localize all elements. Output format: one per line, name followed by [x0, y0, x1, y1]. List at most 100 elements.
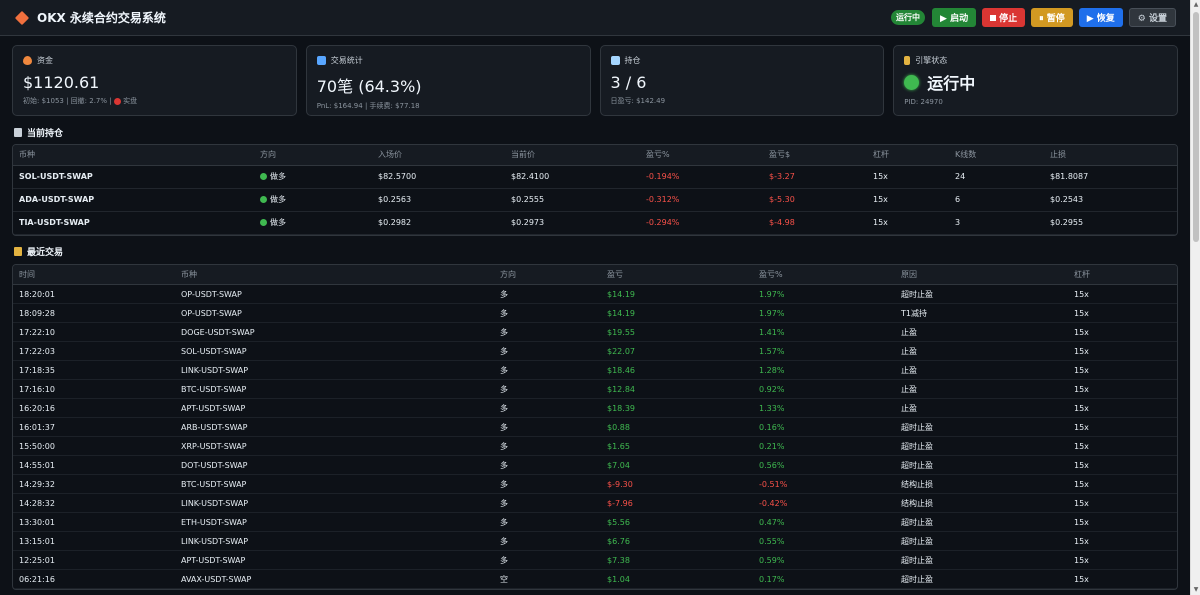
page-scrollbar[interactable]: ▲ ▼ — [1190, 0, 1200, 595]
funds-label-text: 资金 — [37, 56, 53, 65]
long-side: 做多 — [260, 194, 286, 205]
trade-cell-symbol: LINK-USDT-SWAP — [175, 360, 494, 380]
trade-cell-reason: 止盈 — [895, 398, 1068, 418]
pause-button[interactable]: ⏸ 暂停 — [1031, 8, 1073, 27]
trade-row[interactable]: 14:28:32 LINK-USDT-SWAP 多 $-7.96 -0.42% 结构止损 1… — [13, 493, 1177, 513]
trade-cell-pnl: $7.38 — [601, 550, 753, 570]
trade-row[interactable]: 17:16:10 BTC-USDT-SWAP 多 $12.84 0.92% 止盈 15x — [13, 379, 1177, 399]
position-cell-bars: 6 — [949, 188, 1044, 212]
trades-col-header: 盈亏 — [601, 264, 753, 285]
trades-table: 时间 币种 方向 盈亏 盈亏% 原因 杠杆 18:20:01 OP-USDT-SWAP 多 $14… — [13, 264, 1177, 589]
position-row[interactable]: ADA-USDT-SWAP 做多 $0.2563 $0.2555 -0.312% $-5.… — [13, 188, 1177, 212]
trade-row[interactable]: 18:20:01 OP-USDT-SWAP 多 $14.19 1.97% 超时止盈 15x — [13, 284, 1177, 304]
trade-cell-side: 多 — [494, 512, 601, 532]
trade-cell-time: 18:09:28 — [13, 303, 175, 323]
trade-cell-pct: 1.97% — [753, 284, 895, 304]
position-cell-pnl_pct: -0.312% — [640, 188, 763, 212]
trade-cell-lev: 15x — [1068, 379, 1177, 399]
trade-row[interactable]: 17:18:35 LINK-USDT-SWAP 多 $18.46 1.28% 止盈 15x — [13, 360, 1177, 380]
trade-cell-symbol: OP-USDT-SWAP — [175, 284, 494, 304]
trade-cell-pct: -0.42% — [753, 493, 895, 513]
funds-sub: 初始: $1053 | 回撤: 2.7% | 实盘 — [23, 96, 286, 106]
long-side: 做多 — [260, 217, 286, 228]
trade-cell-pnl: $18.39 — [601, 398, 753, 418]
trade-row[interactable]: 06:21:16 AVAX-USDT-SWAP 空 $1.04 0.17% 超时止盈 15x — [13, 569, 1177, 589]
position-cell-side: 做多 — [254, 165, 372, 189]
positions-col-header: 币种 — [13, 145, 254, 166]
trade-cell-pct: 0.55% — [753, 531, 895, 551]
trade-cell-symbol: APT-USDT-SWAP — [175, 550, 494, 570]
trade-row[interactable]: 18:09:28 OP-USDT-SWAP 多 $14.19 1.97% T1减持 15x — [13, 303, 1177, 323]
scroll-up-icon[interactable]: ▲ — [1193, 1, 1199, 8]
position-cell-symbol: SOL-USDT-SWAP — [13, 165, 254, 189]
trade-row[interactable]: 13:30:01 ETH-USDT-SWAP 多 $5.56 0.47% 超时止盈 15x — [13, 512, 1177, 532]
trades-header-row: 时间 币种 方向 盈亏 盈亏% 原因 杠杆 — [13, 264, 1177, 285]
trade-cell-pct: 1.97% — [753, 303, 895, 323]
green-dot-icon — [260, 173, 267, 180]
clipboard-icon — [14, 127, 22, 137]
position-cell-entry: $0.2563 — [372, 188, 505, 212]
position-cell-lev: 15x — [867, 211, 949, 235]
engine-pid: PID: 24970 — [904, 98, 943, 106]
funds-sub-text: 初始: $1053 | 回撤: 2.7% | — [23, 97, 114, 105]
funds-card-label: 资金 — [23, 55, 286, 66]
trade-cell-time: 14:29:32 — [13, 474, 175, 494]
trade-cell-side: 空 — [494, 569, 601, 589]
trade-cell-lev: 15x — [1068, 303, 1177, 323]
trade-row[interactable]: 15:50:00 XRP-USDT-SWAP 多 $1.65 0.21% 超时止盈 15x — [13, 436, 1177, 456]
trade-row[interactable]: 14:29:32 BTC-USDT-SWAP 多 $-9.30 -0.51% 结构止损 15… — [13, 474, 1177, 494]
trade-cell-side: 多 — [494, 360, 601, 380]
positions-col-header: 盈亏$ — [763, 145, 867, 166]
position-row[interactable]: SOL-USDT-SWAP 做多 $82.5700 $82.4100 -0.194% $-… — [13, 165, 1177, 189]
trades-col-header: 盈亏% — [753, 264, 895, 285]
trade-row[interactable]: 16:20:16 APT-USDT-SWAP 多 $18.39 1.33% 止盈 15x — [13, 398, 1177, 418]
trades-col-header: 币种 — [175, 264, 494, 285]
trade-row[interactable]: 17:22:03 SOL-USDT-SWAP 多 $22.07 1.57% 止盈 15x — [13, 341, 1177, 361]
trade-cell-pct: 0.92% — [753, 379, 895, 399]
engine-card-label: 引擎状态 — [904, 55, 1167, 66]
positions-title-text: 当前持仓 — [27, 128, 64, 139]
positions-col-header: 当前价 — [505, 145, 640, 166]
trade-row[interactable]: 14:55:01 DOT-USDT-SWAP 多 $7.04 0.56% 超时止盈 15x — [13, 455, 1177, 475]
trade-row[interactable]: 13:15:01 LINK-USDT-SWAP 多 $6.76 0.55% 超时止盈 15x — [13, 531, 1177, 551]
positions-col-header: 入场价 — [372, 145, 505, 166]
stop-button[interactable]: 停止 — [982, 8, 1026, 27]
start-button[interactable]: ▶ 启动 — [932, 8, 977, 27]
position-cell-lev: 15x — [867, 165, 949, 189]
position-cell-bars: 3 — [949, 211, 1044, 235]
scroll-down-icon[interactable]: ▼ — [1193, 586, 1199, 593]
trade-cell-time: 12:25:01 — [13, 550, 175, 570]
positions-col-header: 杠杆 — [867, 145, 949, 166]
trade-cell-pct: 0.16% — [753, 417, 895, 437]
trade-row[interactable]: 12:25:01 APT-USDT-SWAP 多 $7.38 0.59% 超时止盈 15x — [13, 550, 1177, 570]
position-row[interactable]: TIA-USDT-SWAP 做多 $0.2982 $0.2973 -0.294% $-4.… — [13, 211, 1177, 235]
resume-button[interactable]: ▶ 恢复 — [1078, 8, 1123, 27]
trade-cell-lev: 15x — [1068, 322, 1177, 342]
trade-row[interactable]: 16:01:37 ARB-USDT-SWAP 多 $0.88 0.16% 超时止盈 15x — [13, 417, 1177, 437]
trade-cell-reason: 超时止盈 — [895, 455, 1068, 475]
stop-label: 停止 — [999, 14, 1018, 24]
live-red-dot-icon — [113, 97, 121, 105]
settings-button[interactable]: ⚙ 设置 — [1128, 8, 1176, 27]
engine-green-dot-icon — [904, 74, 920, 90]
side-label: 做多 — [270, 172, 286, 181]
trade-cell-symbol: SOL-USDT-SWAP — [175, 341, 494, 361]
trade-cell-symbol: DOT-USDT-SWAP — [175, 455, 494, 475]
trade-cell-lev: 15x — [1068, 417, 1177, 437]
position-cell-current: $82.4100 — [505, 165, 640, 189]
top-bar: OKX 永续合约交易系统 运行中 ▶ 启动 停止 ⏸ 暂停 ▶ 恢复 ⚙ 设置 — [0, 0, 1190, 36]
trade-cell-time: 14:55:01 — [13, 455, 175, 475]
trade-cell-lev: 15x — [1068, 550, 1177, 570]
trade-cell-reason: 结构止损 — [895, 474, 1068, 494]
trade-row[interactable]: 17:22:10 DOGE-USDT-SWAP 多 $19.55 1.41% 止盈 15x — [13, 322, 1177, 342]
trade-cell-side: 多 — [494, 398, 601, 418]
positions-col-header: 止损 — [1044, 145, 1177, 166]
trade-cell-pnl: $0.88 — [601, 417, 753, 437]
trade-cell-side: 多 — [494, 341, 601, 361]
trade-cell-symbol: LINK-USDT-SWAP — [175, 531, 494, 551]
stats-sub: PnL: $164.94 | 手续费: $77.18 — [316, 102, 420, 110]
trade-cell-side: 多 — [494, 303, 601, 323]
scrollbar-thumb[interactable] — [1193, 12, 1199, 242]
trade-cell-lev: 15x — [1068, 436, 1177, 456]
position-cell-current: $0.2973 — [505, 211, 640, 235]
